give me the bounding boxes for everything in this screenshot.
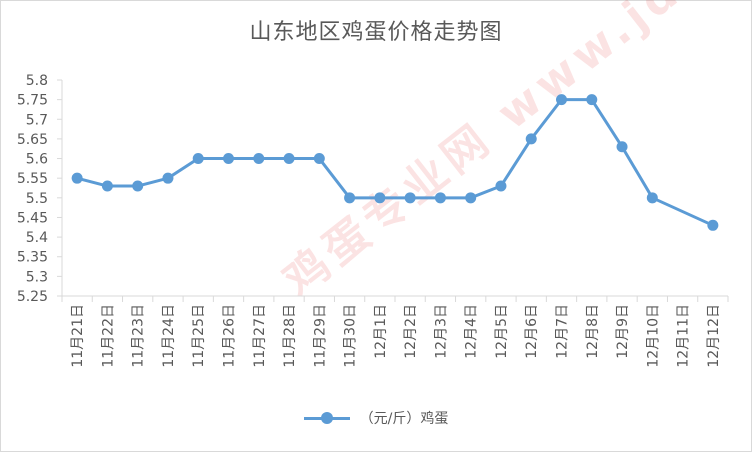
- x-tick-label: 12月10日: [645, 304, 661, 368]
- x-tick-label: 12月9日: [615, 304, 631, 359]
- x-tick-label: 12月4日: [464, 304, 480, 359]
- data-point: [434, 192, 446, 204]
- y-tick-label: 5.7: [26, 112, 48, 128]
- x-tick-label: 11月25日: [191, 304, 207, 368]
- x-tick-label: 11月21日: [70, 304, 86, 368]
- data-point: [586, 94, 598, 106]
- data-point: [253, 153, 265, 165]
- data-point: [616, 141, 628, 153]
- x-tick-label: 11月29日: [312, 304, 328, 368]
- data-point: [71, 172, 83, 184]
- x-tick-label: 12月8日: [585, 304, 601, 359]
- data-point: [495, 180, 507, 192]
- x-tick-label: 12月2日: [403, 304, 419, 359]
- data-point: [707, 219, 719, 231]
- x-tick-label: 11月23日: [131, 304, 147, 368]
- data-point: [162, 172, 174, 184]
- data-point: [132, 180, 144, 192]
- x-tick-label: 11月26日: [222, 304, 238, 368]
- data-point: [404, 192, 416, 204]
- y-tick-label: 5.55: [17, 171, 48, 187]
- data-point: [525, 133, 537, 145]
- x-tick-label: 12月12日: [706, 304, 722, 368]
- y-tick-label: 5.6: [26, 152, 48, 168]
- y-tick-label: 5.5: [26, 191, 48, 207]
- data-point: [283, 153, 295, 165]
- y-tick-label: 5.35: [17, 250, 48, 266]
- y-tick-label: 5.8: [26, 73, 48, 89]
- x-tick-label: 12月6日: [524, 304, 540, 359]
- legend: （元/斤）鸡蛋: [0, 408, 752, 428]
- x-tick-label: 11月22日: [100, 304, 116, 368]
- x-tick-label: 11月24日: [161, 304, 177, 368]
- x-tick-label: 12月7日: [555, 304, 571, 359]
- legend-label: （元/斤）鸡蛋: [359, 411, 449, 427]
- data-point: [646, 192, 658, 204]
- data-point: [223, 153, 234, 165]
- data-point: [465, 192, 477, 204]
- x-tick-label: 12月3日: [433, 304, 449, 359]
- data-point: [313, 153, 325, 165]
- x-tick-label: 12月1日: [373, 304, 389, 359]
- x-tick-label: 11月30日: [343, 304, 359, 368]
- data-point: [344, 192, 356, 204]
- x-tick-label: 12月5日: [494, 304, 510, 359]
- y-tick-label: 5.45: [17, 210, 48, 226]
- legend-swatch: [303, 411, 350, 425]
- y-tick-label: 5.65: [17, 132, 48, 148]
- y-tick-label: 5.3: [26, 269, 48, 285]
- chart-title: 山东地区鸡蛋价格走势图: [249, 20, 503, 45]
- data-point: [556, 94, 567, 106]
- x-tick-label: 12月11日: [676, 304, 692, 368]
- data-point: [374, 192, 386, 204]
- y-tick-label: 5.25: [17, 289, 48, 305]
- watermark: 鸡蛋专业网 www.jdzyw.com: [274, 0, 752, 307]
- x-tick-label: 11月28日: [282, 304, 298, 368]
- y-tick-label: 5.4: [26, 230, 48, 246]
- watermark-text: 鸡蛋专业网 www.jdzyw.com: [274, 0, 752, 307]
- x-tick-label: 11月27日: [252, 304, 268, 368]
- data-point: [192, 153, 204, 165]
- data-point: [101, 180, 113, 192]
- y-tick-label: 5.75: [17, 93, 48, 109]
